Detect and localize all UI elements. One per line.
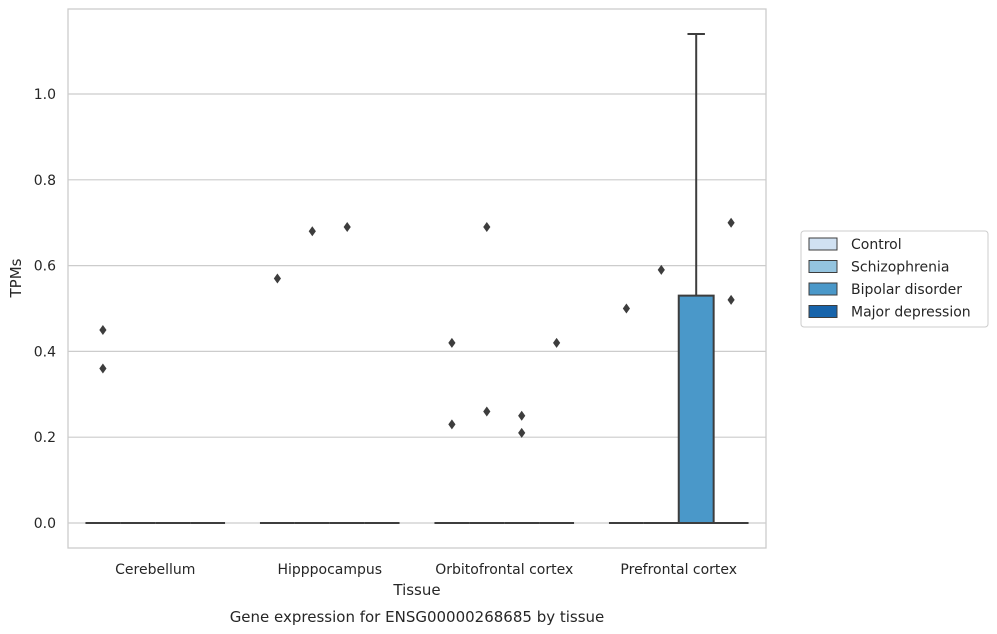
y-tick-label: 1.0 bbox=[34, 87, 56, 103]
outlier-point bbox=[622, 303, 630, 314]
legend-swatch bbox=[808, 305, 838, 318]
y-tick-label: 0.0 bbox=[34, 516, 56, 532]
plot-frame bbox=[67, 8, 767, 549]
x-tick-label: Hipppocampus bbox=[277, 562, 382, 578]
legend-swatch bbox=[808, 260, 838, 273]
outlier-point bbox=[448, 337, 456, 348]
y-tick-label: 0.4 bbox=[34, 344, 56, 360]
outlier-point bbox=[448, 419, 456, 430]
outlier-point bbox=[518, 427, 526, 438]
x-tick-label: Prefrontal cortex bbox=[620, 562, 737, 578]
x-axis-label: Tissue bbox=[392, 581, 440, 599]
legend-label: Major depression bbox=[851, 305, 971, 321]
boxes bbox=[85, 32, 749, 524]
x-tick-labels: Cerebellum Hipppocampus Orbitofrontal cort… bbox=[115, 562, 737, 578]
y-tick-labels: 0.0 0.2 0.4 0.6 0.8 1.0 bbox=[34, 87, 56, 532]
y-tick-label: 0.2 bbox=[34, 430, 56, 446]
legend-label: Bipolar disorder bbox=[851, 282, 962, 298]
legend-swatch bbox=[808, 237, 838, 251]
legend-label: Schizophrenia bbox=[851, 260, 949, 276]
legend-label: Control bbox=[851, 237, 902, 253]
outlier-point bbox=[518, 410, 526, 421]
legend: Control Schizophrenia Bipolar disorder Majo… bbox=[800, 230, 989, 328]
legend-frame bbox=[800, 230, 989, 328]
box-3-2 bbox=[677, 32, 715, 524]
outlier-point bbox=[657, 264, 665, 275]
outlier-point bbox=[308, 226, 316, 237]
y-tick-label: 0.6 bbox=[34, 259, 56, 275]
outlier-point bbox=[483, 221, 491, 232]
outlier-point bbox=[483, 406, 491, 417]
outlier-point bbox=[553, 337, 561, 348]
outliers bbox=[99, 217, 735, 438]
y-tick-label: 0.8 bbox=[34, 173, 56, 189]
x-tick-label: Orbitofrontal cortex bbox=[435, 562, 573, 578]
x-tick-label: Cerebellum bbox=[115, 562, 195, 578]
box-body bbox=[677, 294, 715, 524]
y-axis-label: TPMs bbox=[7, 258, 25, 298]
outlier-point bbox=[99, 324, 107, 335]
outlier-point bbox=[343, 221, 351, 232]
outlier-point bbox=[727, 294, 735, 305]
outlier-point bbox=[99, 363, 107, 374]
legend-swatch bbox=[808, 282, 838, 296]
chart-caption: Gene expression for ENSG00000268685 by t… bbox=[230, 608, 605, 626]
outlier-point bbox=[727, 217, 735, 228]
outlier-point bbox=[273, 273, 281, 284]
